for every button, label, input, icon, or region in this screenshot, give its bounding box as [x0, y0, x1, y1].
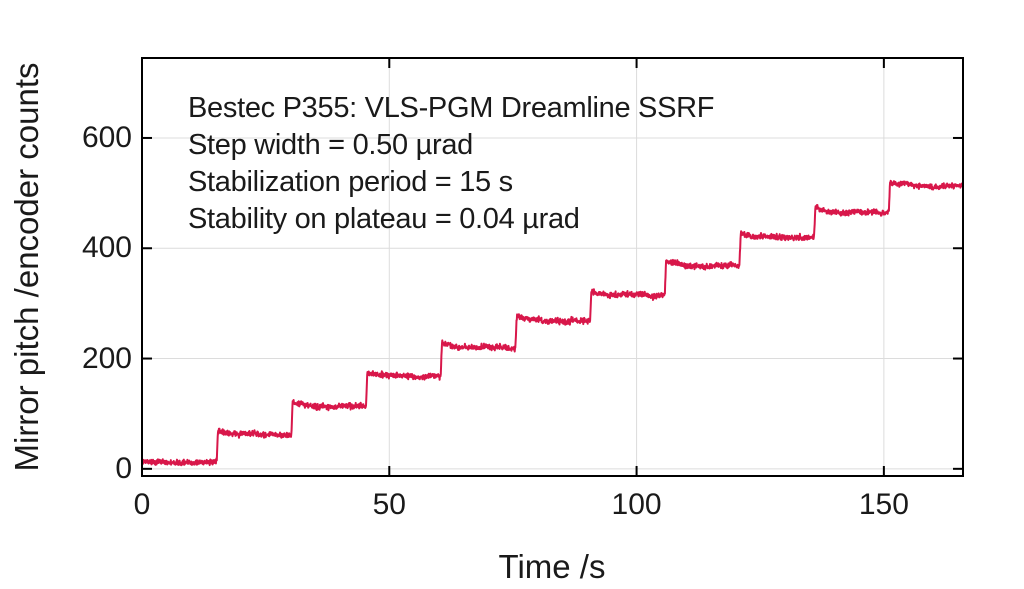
- x-tick-label-150: 150: [858, 488, 909, 521]
- annotation-line-1: Bestec P355: VLS-PGM Dreamline SSRF: [188, 92, 715, 124]
- data-series-line: [143, 179, 962, 467]
- y-tick-label-600: 600: [81, 120, 132, 154]
- annotation-line-4: Stability on plateau = 0.04 µrad: [188, 203, 580, 235]
- y-tick-label-200: 200: [81, 341, 132, 375]
- x-tick-label-100: 100: [611, 488, 662, 521]
- annotation-line-2: Step width = 0.50 µrad: [188, 129, 473, 161]
- y-tick-label-0: 0: [115, 451, 132, 485]
- x-tick-label-50: 50: [372, 488, 406, 521]
- x-tick-label-0: 0: [133, 488, 151, 521]
- x-axis-title: Time /s: [498, 548, 606, 585]
- plot-frame: [141, 57, 964, 477]
- annotation-block: Bestec P355: VLS-PGM Dreamline SSRF Step…: [188, 90, 715, 238]
- y-tick-label-400: 400: [81, 231, 132, 265]
- annotation-line-3: Stabilization period = 15 s: [188, 166, 513, 198]
